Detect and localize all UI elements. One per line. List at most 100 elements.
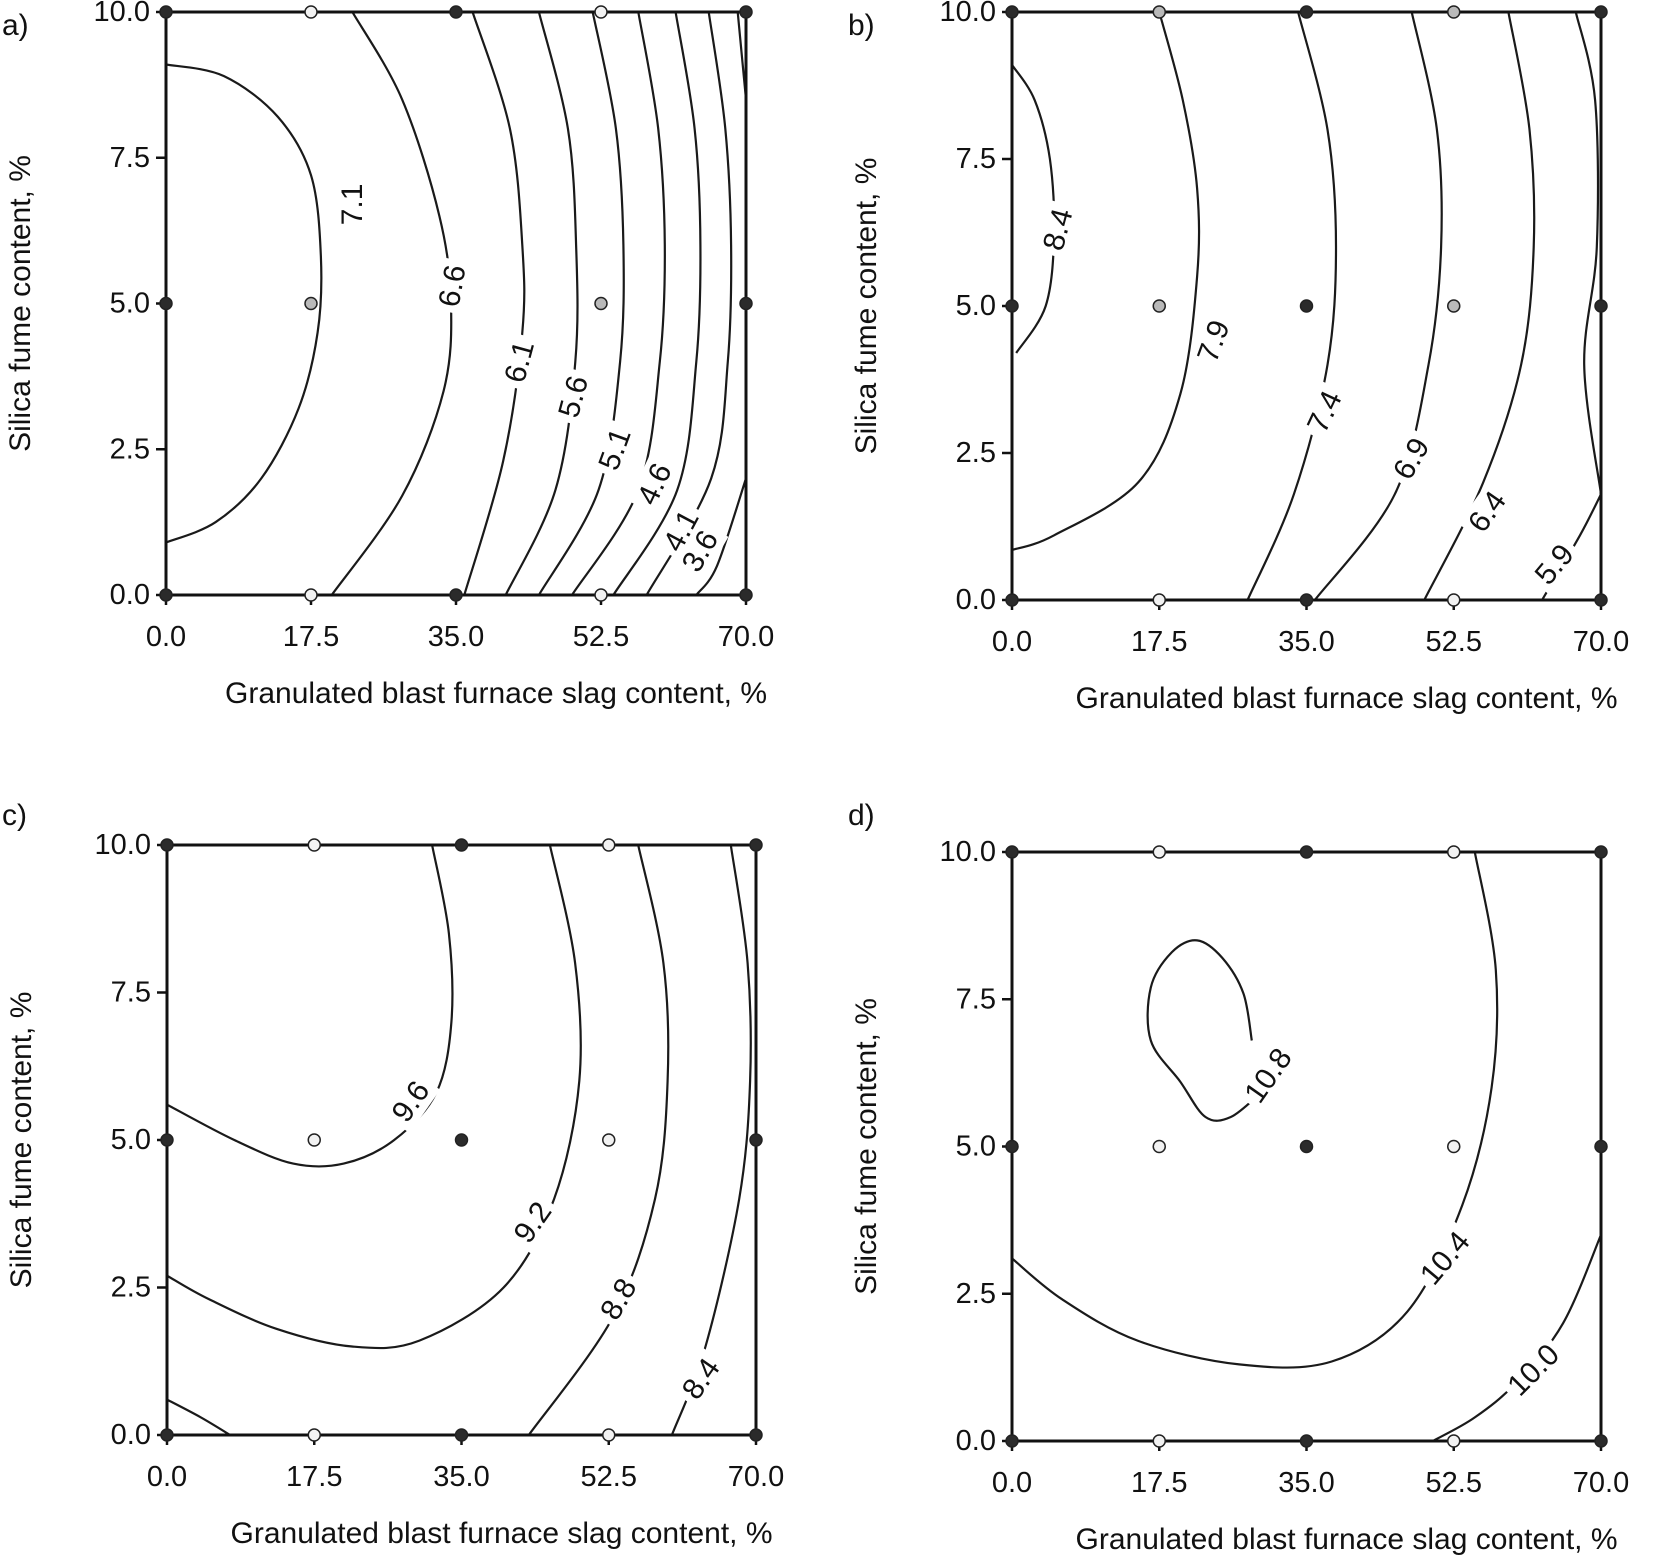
- contour-label: 10.4: [1410, 1221, 1481, 1296]
- y-tick-label: 2.5: [111, 1272, 151, 1304]
- design-point: [739, 296, 753, 311]
- design-point: [454, 1133, 469, 1147]
- contour-label: 8.8: [590, 1267, 647, 1331]
- x-tick-label: 0.0: [992, 1467, 1032, 1499]
- design-point: [1152, 299, 1166, 313]
- design-point: [1594, 5, 1608, 19]
- contour-line-6.9: [1314, 12, 1443, 600]
- design-point: [1594, 845, 1608, 859]
- contour-label: 4.6: [628, 452, 682, 516]
- design-point: [449, 5, 463, 19]
- design-point: [449, 588, 463, 602]
- y-tick-label: 0.0: [956, 584, 996, 616]
- design-point: [1005, 5, 1019, 19]
- contour-panel-c: 9.6 9.2 8.8 8.4 0.0 17.5 35.0 52.5 70.0 0.0 2.5 5.0…: [2, 799, 784, 1550]
- design-point: [1594, 299, 1608, 313]
- panel-label: d): [848, 799, 875, 832]
- design-point: [602, 1133, 616, 1147]
- contour-line-7.9: [1012, 12, 1201, 552]
- design-point: [1152, 845, 1166, 859]
- design-point: [594, 588, 608, 602]
- y-tick-label: 5.0: [110, 288, 150, 320]
- design-point: [307, 838, 321, 852]
- design-point: [1005, 1434, 1019, 1448]
- y-tick-label: 0.0: [956, 1425, 996, 1457]
- y-tick-label: 7.5: [111, 977, 151, 1009]
- design-point: [602, 1428, 616, 1442]
- design-point: [1005, 593, 1019, 607]
- design-point: [159, 588, 173, 602]
- y-tick-label: 7.5: [110, 142, 150, 174]
- y-tick-label: 10.0: [940, 836, 996, 868]
- design-point: [1299, 593, 1314, 607]
- contour-lines: [167, 845, 752, 1435]
- y-tick-label: 10.0: [94, 0, 150, 28]
- x-axis-label: Granulated blast furnace slag content, %: [1076, 1523, 1618, 1556]
- x-tick-label: 52.5: [581, 1461, 637, 1493]
- design-point: [454, 1428, 469, 1442]
- panel-label: a): [2, 9, 29, 42]
- contour-line-7.1: [166, 63, 323, 544]
- design-point: [1005, 299, 1019, 313]
- design-point: [1447, 593, 1461, 607]
- x-tick-label: 52.5: [573, 621, 629, 653]
- design-point: [159, 5, 173, 19]
- design-point: [160, 1133, 174, 1147]
- design-point: [749, 838, 763, 852]
- design-point: [602, 838, 616, 852]
- y-tick-label: 2.5: [956, 437, 996, 469]
- design-point: [307, 1428, 321, 1442]
- x-tick-label: 70.0: [718, 621, 774, 653]
- x-tick-label: 35.0: [428, 621, 484, 653]
- x-axis-label: Granulated blast furnace slag content, %: [225, 677, 767, 710]
- design-point: [160, 1428, 174, 1442]
- design-point: [1005, 1139, 1019, 1154]
- x-tick-label: 0.0: [992, 626, 1032, 658]
- design-point: [1152, 1434, 1166, 1448]
- x-tick-label: 70.0: [1573, 626, 1629, 658]
- contour-label: 9.2: [503, 1191, 563, 1255]
- panel-label: b): [848, 9, 875, 42]
- design-point: [1152, 1139, 1166, 1154]
- x-axis-label: Granulated blast furnace slag content, %: [231, 1517, 773, 1550]
- y-tick-label: 5.0: [956, 290, 996, 322]
- design-point: [304, 5, 318, 19]
- contour-label-text: 7.1: [336, 184, 369, 226]
- x-tick-label: 52.5: [1426, 1467, 1482, 1499]
- design-point: [749, 1133, 763, 1147]
- design-point: [160, 838, 174, 852]
- design-point: [307, 1133, 321, 1147]
- contour-panel-d: 10.810.410.00.0 17.5 35.0 52.5 70.00.02.55.0…: [848, 799, 1629, 1556]
- contour-label: 6.6: [431, 256, 475, 316]
- contour-label: 7.9: [1188, 310, 1239, 373]
- contour-label-text: 6.6: [433, 263, 473, 310]
- x-tick-label: 35.0: [1278, 1467, 1334, 1499]
- contour-panel-b: 8.47.97.46.96.45.90.0 17.5 35.0 52.5 70.00.0…: [848, 0, 1629, 715]
- design-point: [1152, 5, 1166, 19]
- contour-line-8.4: [1012, 64, 1056, 354]
- design-point: [594, 5, 608, 19]
- design-point: [1299, 845, 1314, 859]
- y-tick-label: 7.5: [956, 143, 996, 175]
- design-point: [749, 1428, 763, 1442]
- y-tick-label: 0.0: [110, 579, 150, 611]
- y-tick-label: 5.0: [956, 1131, 996, 1163]
- design-point: [1152, 593, 1166, 607]
- design-point: [1447, 1139, 1461, 1154]
- design-point: [1594, 593, 1608, 607]
- contour-line-7.4: [1246, 12, 1338, 600]
- contour-line-unlabeled-4: [167, 1398, 231, 1435]
- x-tick-label: 0.0: [147, 1461, 187, 1493]
- contour-label-text: 8.4: [1037, 205, 1080, 254]
- x-tick-label: 17.5: [283, 621, 339, 653]
- design-point: [739, 5, 753, 19]
- contour-label: 10.0: [1497, 1334, 1570, 1407]
- y-axis-label: Silica fume content, %: [4, 155, 37, 452]
- contour-label: 6.4: [1458, 480, 1517, 544]
- y-tick-label: 10.0: [940, 0, 996, 28]
- design-point: [1594, 1139, 1608, 1154]
- x-tick-label: 35.0: [1278, 626, 1334, 658]
- contour-label: 6.1: [496, 331, 544, 392]
- x-tick-label: 17.5: [1131, 626, 1187, 658]
